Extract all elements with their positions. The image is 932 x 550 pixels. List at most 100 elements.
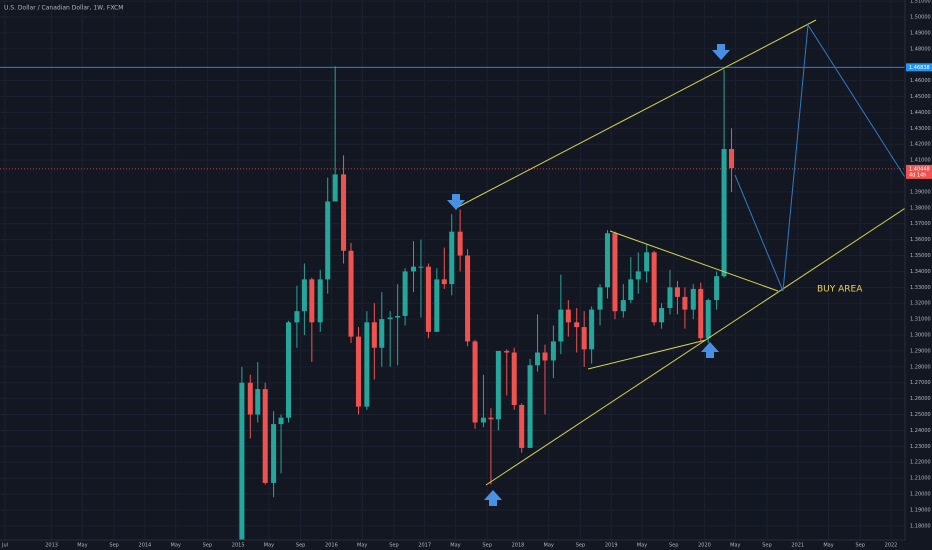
y-tick-label: 1.19000 bbox=[910, 507, 931, 513]
candle-body bbox=[465, 255, 471, 342]
y-tick-label: 1.27000 bbox=[910, 380, 931, 386]
up-arrow bbox=[484, 490, 502, 506]
y-tick-label: 1.49000 bbox=[910, 30, 931, 36]
candle-body bbox=[612, 233, 618, 312]
y-tick-label: 1.33000 bbox=[910, 285, 931, 291]
grid bbox=[0, 0, 905, 540]
candle-body bbox=[348, 250, 354, 337]
candle-body bbox=[317, 279, 323, 323]
candle-body bbox=[341, 174, 347, 251]
annotation: BUY AREA bbox=[817, 285, 863, 295]
trend-line bbox=[455, 19, 817, 209]
price-label-box bbox=[906, 164, 932, 179]
candle-body bbox=[519, 405, 525, 448]
x-tick-label: Sep bbox=[669, 543, 678, 549]
y-tick-label: 1.38000 bbox=[910, 205, 931, 211]
y-tick-label: 1.41000 bbox=[910, 158, 931, 164]
price-label: 1.40448 bbox=[909, 166, 930, 172]
x-tick-label: May bbox=[637, 543, 647, 549]
y-tick-label: 1.37000 bbox=[910, 221, 931, 227]
x-tick-label: 2016 bbox=[325, 543, 338, 549]
trend-line bbox=[485, 204, 911, 486]
y-tick-label: 1.24000 bbox=[910, 428, 931, 434]
candle-body bbox=[271, 424, 277, 483]
candle-body bbox=[286, 322, 292, 418]
y-tick-label: 1.34000 bbox=[910, 269, 931, 275]
candle-body bbox=[504, 350, 510, 353]
x-tick-label: 2022 bbox=[885, 543, 898, 549]
x-tick-label: 2017 bbox=[418, 543, 431, 549]
candle-body bbox=[550, 341, 556, 361]
x-tick-label: Sep bbox=[203, 543, 212, 549]
chart-title: U.S. Dollar / Canadian Dollar, 1W, FXCM bbox=[4, 5, 123, 12]
candle-body bbox=[301, 279, 307, 312]
candle-body bbox=[255, 389, 261, 415]
candle-body bbox=[574, 322, 580, 328]
candle-body bbox=[644, 252, 650, 272]
candle-body bbox=[325, 201, 331, 280]
y-tick-label: 1.28000 bbox=[910, 364, 931, 370]
candle-body bbox=[239, 382, 245, 550]
countdown: 4d 14h bbox=[909, 172, 926, 178]
candle-body bbox=[705, 300, 711, 339]
y-tick-label: 1.46000 bbox=[910, 78, 931, 84]
candle-body bbox=[721, 148, 727, 277]
candle-body bbox=[542, 352, 548, 361]
candle-body bbox=[714, 276, 720, 301]
candle-body bbox=[441, 279, 447, 285]
candle-body bbox=[604, 233, 611, 288]
x-tick-label: Sep bbox=[762, 543, 771, 549]
candle-body bbox=[425, 266, 431, 332]
x-tick-label: Sep bbox=[482, 543, 491, 549]
y-tick-label: 1.48000 bbox=[910, 46, 931, 52]
candle-body bbox=[480, 417, 486, 423]
x-tick-label: Sep bbox=[576, 543, 585, 549]
x-tick-label: May bbox=[823, 543, 833, 549]
candle-body bbox=[387, 317, 393, 320]
y-tick-label: 1.51000 bbox=[910, 0, 931, 5]
candle-body bbox=[682, 296, 688, 310]
down-arrow bbox=[712, 44, 730, 60]
x-tick-label: May bbox=[171, 543, 181, 549]
y-tick-label: 1.50000 bbox=[910, 15, 931, 21]
candle-body bbox=[402, 271, 408, 316]
candle-body bbox=[495, 350, 501, 420]
candle-body bbox=[418, 266, 424, 268]
y-tick-label: 1.32000 bbox=[910, 301, 931, 307]
time-axis bbox=[0, 540, 932, 550]
candle-body bbox=[558, 309, 564, 342]
y-tick-label: 1.36000 bbox=[910, 237, 931, 243]
candle-body bbox=[472, 341, 478, 423]
trend-line bbox=[587, 339, 707, 370]
candle-body bbox=[690, 288, 696, 310]
candle-body bbox=[635, 271, 641, 280]
down-arrow bbox=[447, 194, 465, 210]
price-axis bbox=[905, 0, 932, 540]
candle-body bbox=[581, 327, 587, 350]
candle-body bbox=[628, 279, 634, 301]
candle-body bbox=[457, 231, 463, 256]
y-tick-label: 1.26000 bbox=[910, 396, 931, 402]
y-tick-label: 1.21000 bbox=[910, 476, 931, 482]
y-tick-label: 1.20000 bbox=[910, 492, 931, 498]
candle-body bbox=[355, 336, 361, 407]
y-tick-label: 1.35000 bbox=[910, 253, 931, 259]
x-tick-label: May bbox=[77, 543, 87, 549]
candle-body bbox=[332, 174, 338, 202]
x-tick-label: 2021 bbox=[791, 543, 804, 549]
candle-body bbox=[565, 309, 571, 323]
candle-body bbox=[729, 148, 735, 169]
y-tick-label: 1.29000 bbox=[910, 348, 931, 354]
x-tick-label: Sep bbox=[856, 543, 865, 549]
candle-body bbox=[651, 252, 657, 323]
candles bbox=[239, 66, 735, 550]
trend-line bbox=[609, 230, 779, 292]
x-tick-label: Sep bbox=[109, 543, 118, 549]
candle-body bbox=[589, 309, 595, 350]
candle-body bbox=[410, 266, 417, 272]
candle-body bbox=[488, 417, 494, 420]
x-tick-label: May bbox=[357, 543, 367, 549]
x-tick-label: Sep bbox=[389, 543, 398, 549]
y-tick-label: 1.39000 bbox=[910, 189, 931, 195]
candle-body bbox=[597, 287, 603, 310]
